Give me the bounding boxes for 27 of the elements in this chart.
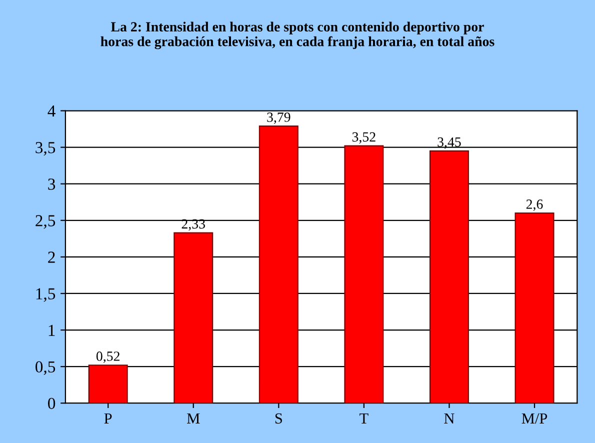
y-tick-label: 3 — [48, 178, 56, 190]
data-label: 2,6 — [526, 200, 543, 211]
x-tick-label: T — [360, 413, 368, 424]
data-label: 3,52 — [352, 132, 376, 144]
y-tick-label: 2,5 — [36, 215, 56, 229]
data-label: 3,45 — [438, 137, 461, 149]
bar — [174, 232, 214, 404]
y-tick-label: 0 — [48, 398, 56, 410]
y-tick-label: 4 — [48, 106, 56, 117]
y-tick-label: 0,5 — [36, 361, 56, 375]
x-tick-label: N — [444, 413, 454, 424]
bar — [514, 212, 554, 404]
x-tick-label: M — [187, 413, 200, 424]
y-tick-label: 1 — [48, 324, 55, 336]
bar — [258, 126, 298, 404]
x-tick-label: M/P — [522, 413, 548, 424]
x-tick-label: P — [104, 413, 112, 424]
bar — [344, 145, 384, 404]
chart-title: La 2: Intensidad en horas de spots con contenido deportivo por horas de grabación televisiva, en cada franja horaria, en total años — [100, 22, 494, 50]
y-tick-label: 2 — [48, 252, 55, 263]
data-label: 3,79 — [267, 112, 290, 124]
data-label: 0,52 — [96, 352, 120, 363]
y-tick-label: 1,5 — [36, 288, 56, 302]
bar — [88, 364, 128, 404]
bar — [429, 150, 469, 404]
y-tick-label: 3,5 — [36, 142, 56, 156]
x-tick-label: S — [275, 413, 282, 424]
